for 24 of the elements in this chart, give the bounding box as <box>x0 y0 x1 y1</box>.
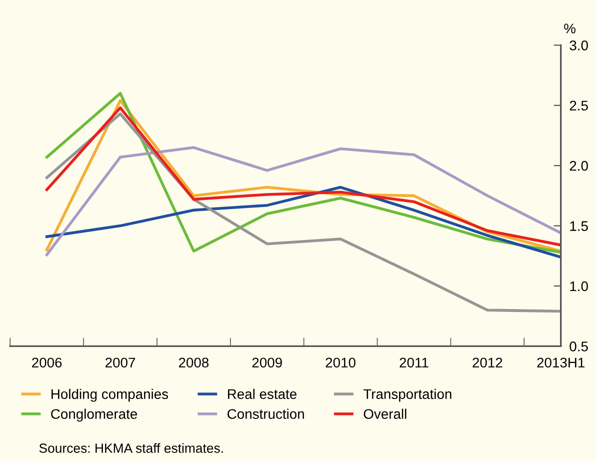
legend-label: Overall <box>364 408 406 419</box>
y-tick-label: 0.5 <box>570 342 588 352</box>
line-series <box>45 186 561 258</box>
x-tick-label: 2006 <box>32 358 62 368</box>
x-tick-label: 2010 <box>326 358 356 368</box>
y-tick-label: 1.0 <box>570 281 588 292</box>
line-series <box>45 146 561 256</box>
x-tick-label: 2007 <box>106 358 136 368</box>
y-tick-label: 2.0 <box>570 160 588 171</box>
y-axis-title: % <box>564 24 576 34</box>
y-tick-label: 1.5 <box>570 221 588 231</box>
y-tick-label: 3.0 <box>570 40 588 50</box>
legend-label: Real estate <box>228 388 296 400</box>
x-tick-label: 2008 <box>178 358 209 368</box>
x-tick-label: 2013H1 <box>537 358 584 368</box>
x-tick-label: 2011 <box>400 358 428 368</box>
y-tick-label: 2.5 <box>570 100 588 111</box>
x-tick-label: 2012 <box>472 358 502 368</box>
legend-label: Holding companies <box>52 388 168 402</box>
legend-label: Conglomerate <box>51 408 138 422</box>
source-note: Sources: HKMA staff estimates. <box>39 443 223 453</box>
legend-label: Construction <box>228 408 304 419</box>
x-tick-label: 2009 <box>252 358 282 368</box>
legend-label: Transportation <box>363 388 452 402</box>
